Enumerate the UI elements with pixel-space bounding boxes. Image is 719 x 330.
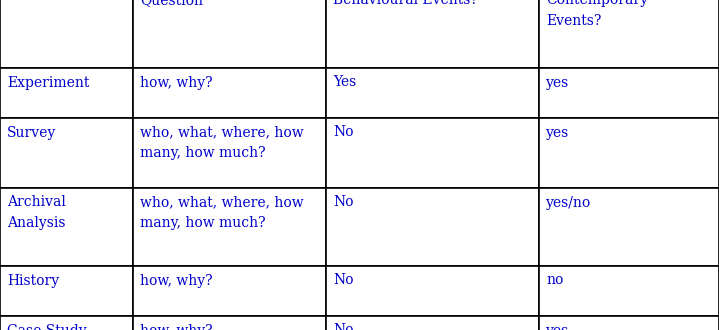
- Text: Focus on
Contemporary
Events?: Focus on Contemporary Events?: [546, 0, 648, 28]
- Text: No: No: [333, 274, 354, 287]
- Text: yes: yes: [546, 323, 569, 330]
- Bar: [133, 315, 326, 330]
- Text: who, what, where, how
many, how much?: who, what, where, how many, how much?: [140, 125, 303, 160]
- Bar: [326, 0, 539, 68]
- Bar: [539, 68, 719, 117]
- Text: yes/no: yes/no: [546, 195, 591, 210]
- Text: who, what, where, how
many, how much?: who, what, where, how many, how much?: [140, 195, 303, 230]
- Bar: [133, 0, 326, 68]
- Bar: [539, 266, 719, 315]
- Bar: [326, 117, 539, 187]
- Text: Form of Research
Question: Form of Research Question: [140, 0, 265, 7]
- Bar: [539, 315, 719, 330]
- Bar: [0, 315, 133, 330]
- Bar: [539, 187, 719, 266]
- Text: Survey: Survey: [7, 125, 56, 140]
- Text: no: no: [546, 274, 564, 287]
- Bar: [0, 187, 133, 266]
- Bar: [539, 0, 719, 68]
- Bar: [326, 266, 539, 315]
- Text: No: No: [333, 195, 354, 210]
- Text: History: History: [7, 274, 59, 287]
- Bar: [133, 117, 326, 187]
- Bar: [326, 187, 539, 266]
- Bar: [0, 117, 133, 187]
- Bar: [326, 68, 539, 117]
- Text: how, why?: how, why?: [140, 323, 213, 330]
- Bar: [0, 0, 133, 68]
- Bar: [133, 68, 326, 117]
- Text: yes: yes: [546, 76, 569, 89]
- Bar: [539, 117, 719, 187]
- Text: how, why?: how, why?: [140, 76, 213, 89]
- Text: Experiment: Experiment: [7, 76, 89, 89]
- Text: No: No: [333, 125, 354, 140]
- Bar: [326, 315, 539, 330]
- Text: Requires Control of
Behavioural Events?: Requires Control of Behavioural Events?: [333, 0, 478, 7]
- Text: Archival
Analysis: Archival Analysis: [7, 195, 66, 230]
- Text: No: No: [333, 323, 354, 330]
- Bar: [133, 266, 326, 315]
- Text: yes: yes: [546, 125, 569, 140]
- Bar: [133, 187, 326, 266]
- Bar: [0, 266, 133, 315]
- Text: how, why?: how, why?: [140, 274, 213, 287]
- Text: Yes: Yes: [333, 76, 356, 89]
- Bar: [0, 68, 133, 117]
- Text: Case Study: Case Study: [7, 323, 86, 330]
